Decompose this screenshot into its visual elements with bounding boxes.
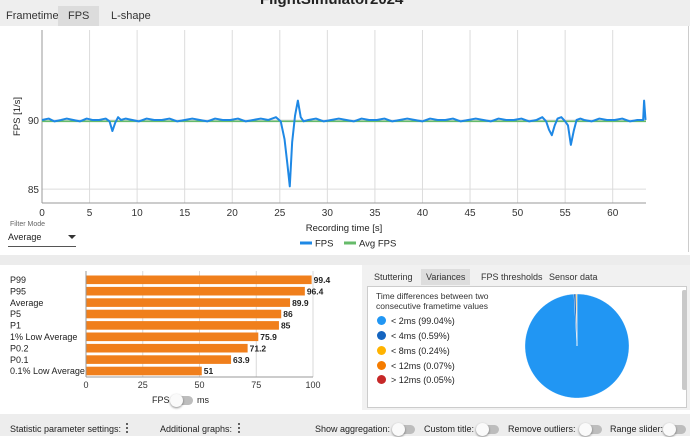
remove-outliers-label: Remove outliers:	[508, 424, 576, 434]
additional-graphs-label: Additional graphs:	[160, 424, 232, 434]
x-tick-label: 50	[512, 208, 524, 219]
stat-bar	[86, 287, 305, 296]
legend-fps-label: FPS	[315, 239, 333, 250]
fps-line-chart[interactable]: 0 5 10 15 20 25 30 35 40 45 50 55 60 85 90 Recording ti…	[0, 0, 690, 260]
variances-title: Time differences between two consecutive…	[376, 291, 506, 311]
legend-avg-label: Avg FPS	[359, 239, 396, 250]
bar-category-label: P0.2	[10, 343, 29, 353]
x-tick-label: 0	[39, 208, 45, 219]
filter-mode-value: Average	[8, 232, 41, 242]
stat-bar	[86, 321, 279, 330]
bar-category-label: P95	[10, 286, 26, 296]
additional-graphs-menu-icon[interactable]	[237, 423, 241, 437]
fps-line	[42, 101, 646, 187]
tab-sensor-data[interactable]: Sensor data	[544, 269, 603, 285]
x-tick-label: 100	[305, 380, 320, 390]
custom-title-label: Custom title:	[424, 424, 474, 434]
y-tick-label: 85	[28, 185, 40, 196]
bar-category-label: P99	[10, 275, 26, 285]
legend-dot	[377, 316, 386, 325]
x-tick-label: 25	[274, 208, 286, 219]
bar-value-label: 86	[283, 309, 293, 319]
legend-dot	[377, 346, 386, 355]
range-slider-label: Range slider:	[610, 424, 663, 434]
panel-divider	[0, 255, 690, 265]
bar-value-label: 75.9	[260, 332, 277, 342]
show-aggregation-label: Show aggregation:	[315, 424, 390, 434]
bar-category-label: P5	[10, 309, 21, 319]
bar-value-label: 96.4	[307, 286, 324, 296]
x-tick-label: 5	[87, 208, 93, 219]
variances-pie-chart	[520, 292, 635, 400]
range-slider-toggle[interactable]	[664, 425, 686, 434]
tab-fps-thresholds[interactable]: FPS thresholds	[476, 269, 548, 285]
x-tick-label: 20	[227, 208, 239, 219]
legend-item: < 12ms (0.07%)	[377, 360, 455, 372]
bar-value-label: 63.9	[233, 355, 250, 365]
x-tick-label: 15	[179, 208, 191, 219]
toggle-knob	[392, 423, 405, 436]
toggle-knob	[476, 423, 489, 436]
stat-bar	[86, 367, 202, 376]
bar-value-label: 51	[204, 366, 214, 376]
legend-dot	[377, 331, 386, 340]
x-tick-label: 10	[132, 208, 144, 219]
remove-outliers-toggle[interactable]	[580, 425, 602, 434]
x-tick-label: 0	[83, 380, 88, 390]
panel-scrollbar[interactable]	[682, 290, 687, 390]
x-tick-label: 60	[607, 208, 619, 219]
custom-title-toggle[interactable]	[477, 425, 499, 434]
stat-bar	[86, 355, 231, 364]
unit-toggle-right-label: ms	[197, 395, 209, 405]
bar-value-label: 71.2	[250, 343, 267, 353]
bar-category-label: 1% Low Average	[10, 332, 77, 342]
bar-category-label: P0.1	[10, 355, 29, 365]
bar-value-label: 89.9	[292, 298, 309, 308]
stat-bar	[86, 344, 248, 353]
toggle-knob	[170, 394, 183, 407]
tab-stuttering[interactable]: Stuttering	[369, 269, 418, 285]
stat-bar	[86, 310, 281, 319]
stat-bar	[86, 298, 290, 307]
legend-dot	[377, 361, 386, 370]
statistics-bar-chart: 0 25 50 75 100 P99 99.4 P95 96.4 Average 89.9 P5 86 P…	[0, 265, 362, 393]
x-tick-label: 55	[560, 208, 572, 219]
bar-category-label: P1	[10, 321, 21, 331]
x-tick-label: 40	[417, 208, 429, 219]
statistic-settings-label: Statistic parameter settings:	[10, 424, 121, 434]
toggle-knob	[663, 423, 676, 436]
x-tick-label: 45	[464, 208, 476, 219]
bar-category-label: 0.1% Low Average	[10, 366, 85, 376]
legend-item: < 8ms (0.24%)	[377, 345, 450, 357]
show-aggregation-toggle[interactable]	[393, 425, 415, 434]
stat-bar	[86, 333, 258, 342]
toggle-knob	[579, 423, 592, 436]
x-tick-label: 30	[322, 208, 334, 219]
y-tick-label: 90	[28, 116, 40, 127]
filter-mode-label: Filter Mode	[10, 221, 45, 228]
bar-value-label: 85	[281, 321, 291, 331]
fps-ms-toggle[interactable]	[171, 396, 193, 405]
y-axis-title: FPS [1/s]	[12, 97, 23, 136]
unit-toggle-left-label: FPS	[152, 395, 170, 405]
x-tick-label: 25	[138, 380, 148, 390]
x-tick-label: 75	[251, 380, 261, 390]
legend-item: < 4ms (0.59%)	[377, 330, 450, 342]
legend-item: < 2ms (99.04%)	[377, 315, 455, 327]
chevron-down-icon	[68, 235, 76, 239]
bar-category-label: Average	[10, 298, 43, 308]
tab-variances[interactable]: Variances	[421, 269, 470, 285]
bar-value-label: 99.4	[314, 275, 331, 285]
x-tick-label: 50	[194, 380, 204, 390]
x-tick-label: 35	[369, 208, 381, 219]
stat-bar	[86, 276, 312, 285]
x-axis-title: Recording time [s]	[306, 223, 383, 234]
legend-item: > 12ms (0.05%)	[377, 374, 455, 386]
filter-mode-select[interactable]: Average	[8, 232, 76, 247]
legend-dot	[377, 375, 386, 384]
statistic-settings-menu-icon[interactable]	[125, 423, 129, 437]
